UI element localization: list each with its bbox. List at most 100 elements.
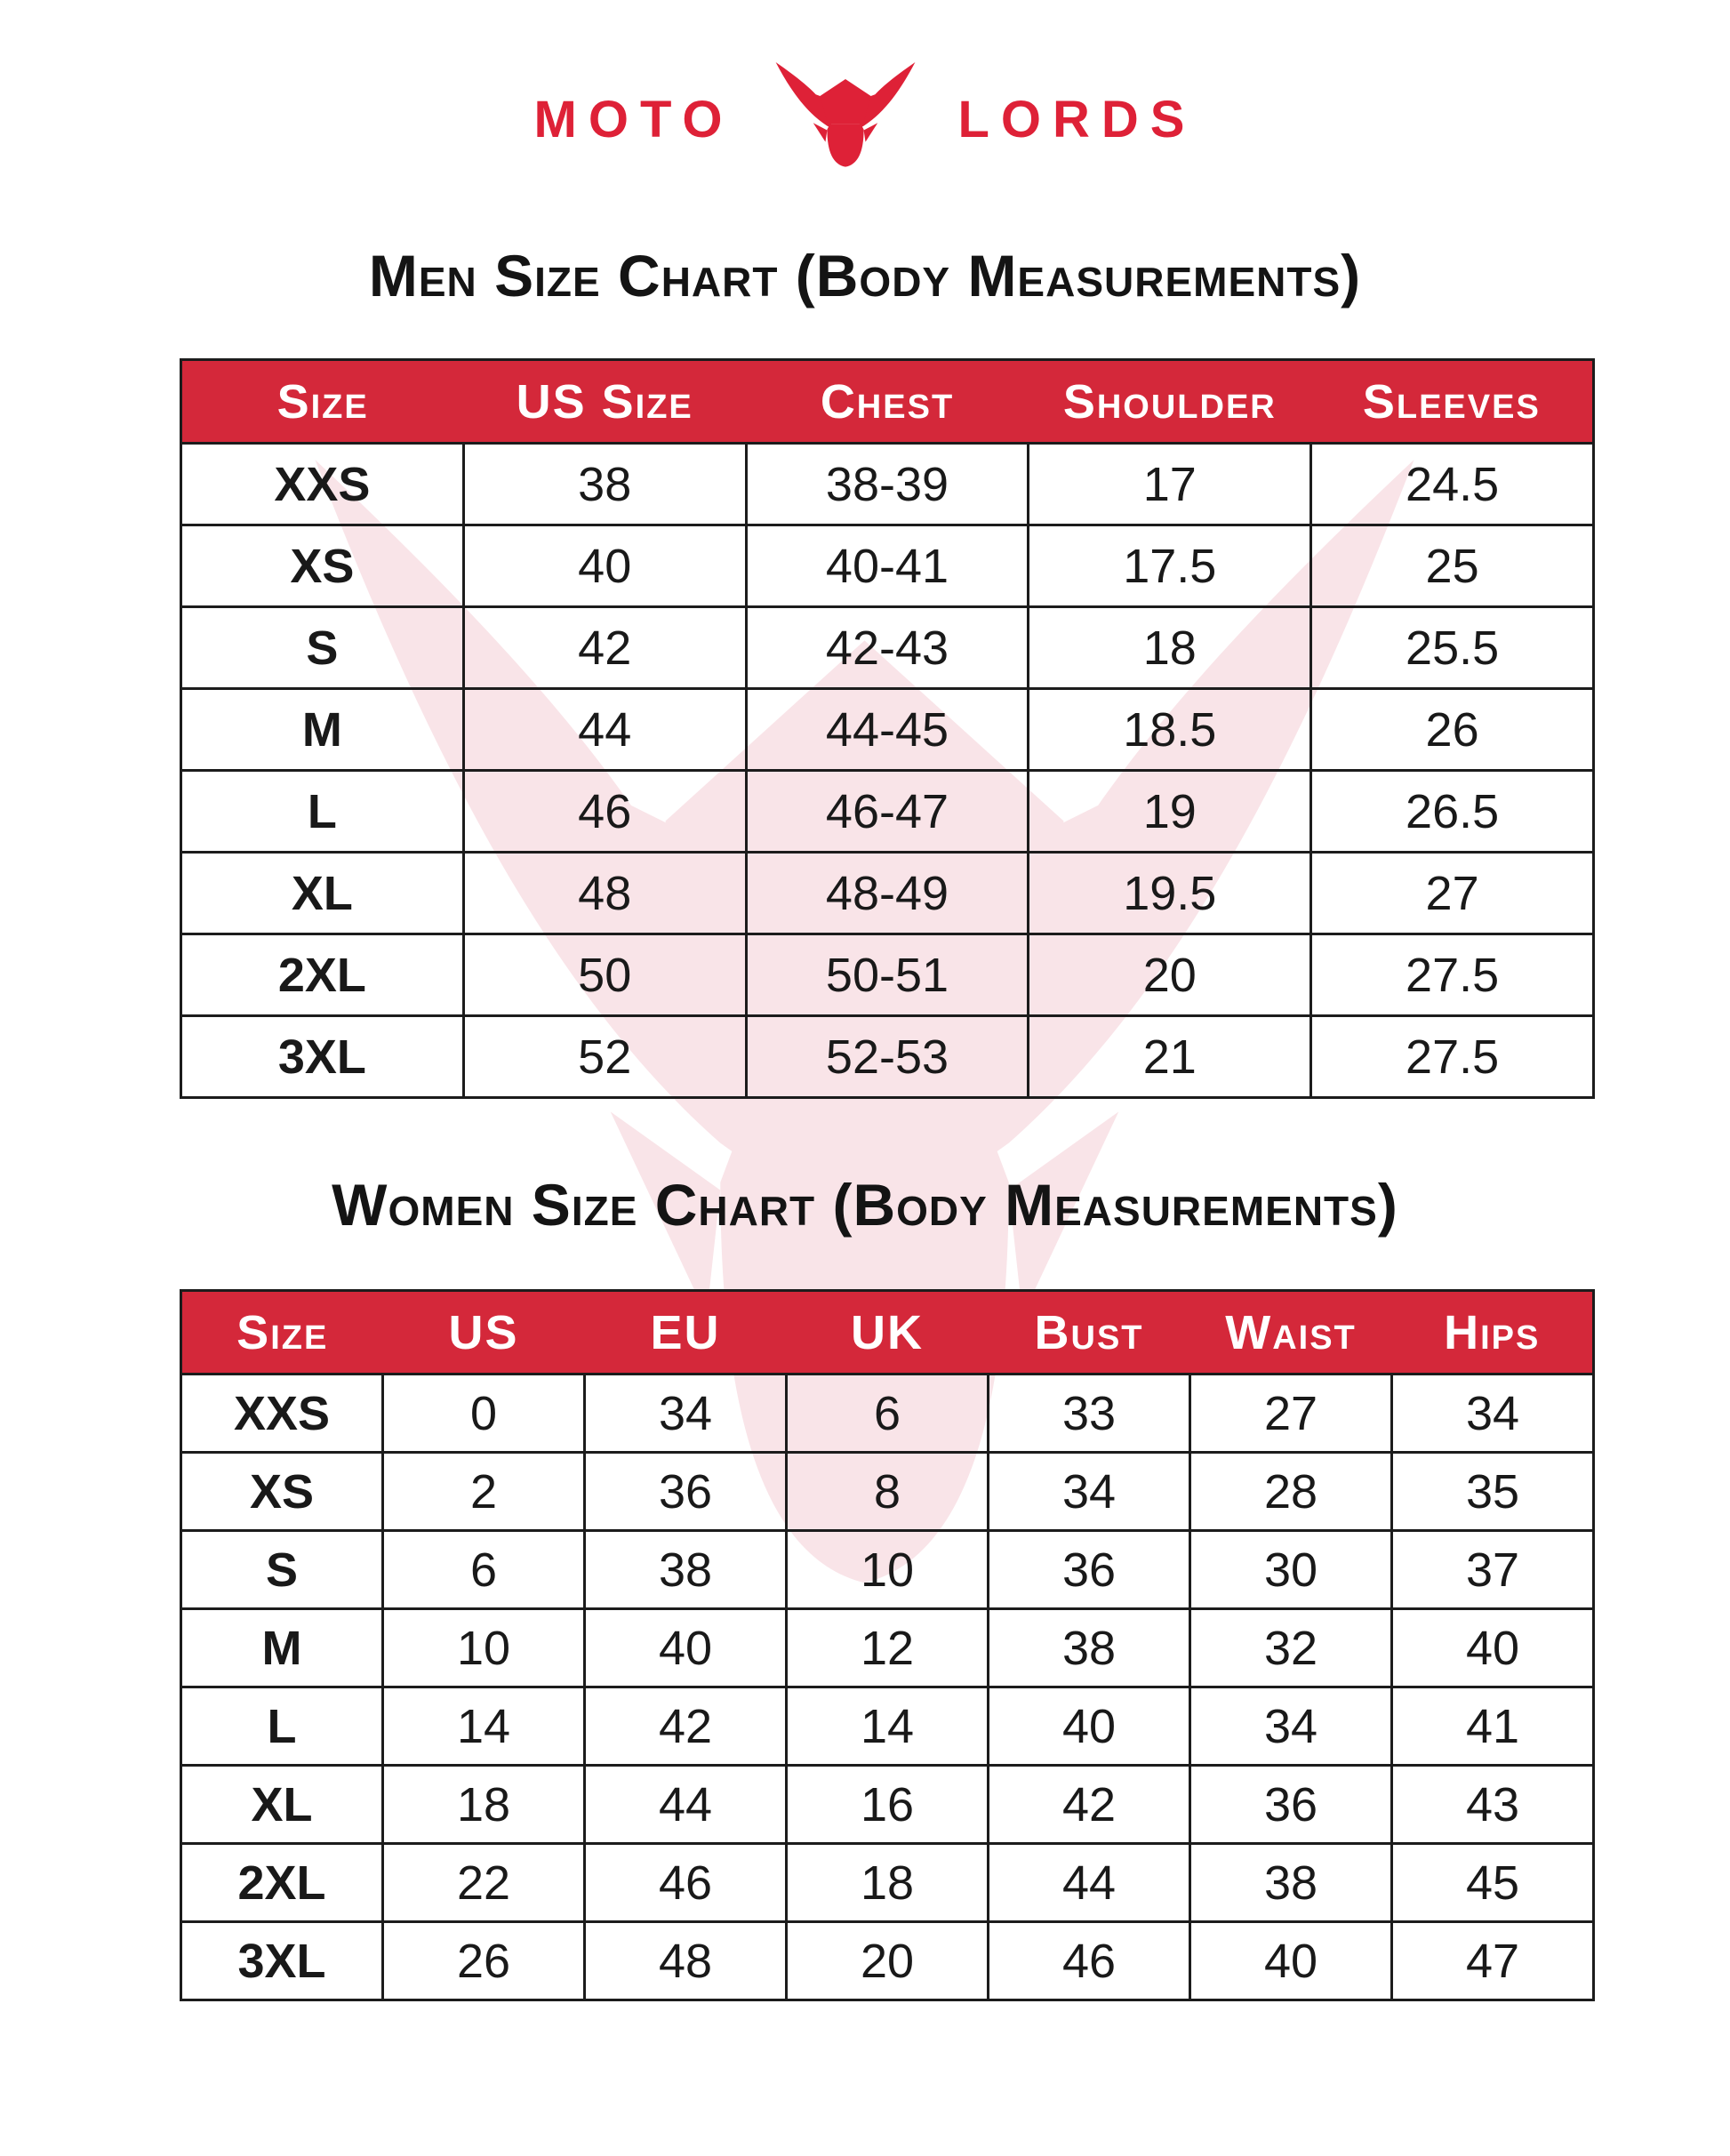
- measurement-cell: 26: [381, 1920, 586, 2001]
- measurement-cell: 50: [461, 933, 748, 1017]
- measurement-cell: 18: [785, 1842, 989, 1923]
- measurement-cell: 33: [987, 1373, 1191, 1454]
- table-row: XS 40 40-41 17.5 25: [180, 524, 1595, 608]
- size-label-cell: L: [180, 1686, 384, 1767]
- column-header-us-size: US Size: [463, 358, 747, 445]
- size-label-cell: XL: [180, 1764, 384, 1845]
- column-header-size: Size: [180, 1289, 383, 1375]
- measurement-cell: 26.5: [1310, 769, 1595, 854]
- size-label-cell: M: [180, 687, 465, 772]
- measurement-cell: 48: [461, 851, 748, 935]
- measurement-cell: 18.5: [1027, 687, 1313, 772]
- measurement-cell: 6: [381, 1529, 586, 1610]
- table-row: S 42 42-43 18 25.5: [180, 605, 1595, 690]
- size-label-cell: XS: [180, 1451, 384, 1532]
- measurement-cell: 48-49: [744, 851, 1030, 935]
- measurement-cell: 34: [1189, 1686, 1393, 1767]
- measurement-cell: 38-39: [744, 442, 1030, 526]
- measurement-cell: 10: [785, 1529, 989, 1610]
- column-header-sleeves: Sleeves: [1310, 358, 1595, 445]
- measurement-cell: 14: [785, 1686, 989, 1767]
- column-header-uk: UK: [786, 1289, 989, 1375]
- measurement-cell: 40: [987, 1686, 1191, 1767]
- measurement-cell: 44: [987, 1842, 1191, 1923]
- header-row: Size US Size Chest Shoulder Sleeves: [180, 358, 1595, 445]
- table-row: M 44 44-45 18.5 26: [180, 687, 1595, 772]
- measurement-cell: 38: [987, 1607, 1191, 1688]
- measurement-cell: 25: [1310, 524, 1595, 608]
- column-header-bust: Bust: [988, 1289, 1190, 1375]
- size-label-cell: M: [180, 1607, 384, 1688]
- header-row: Size US EU UK Bust Waist Hips: [180, 1289, 1595, 1375]
- measurement-cell: 10: [381, 1607, 586, 1688]
- measurement-cell: 20: [1027, 933, 1313, 1017]
- table-row: 2XL 50 50-51 20 27.5: [180, 933, 1595, 1017]
- size-label-cell: S: [180, 1529, 384, 1610]
- table-row: XL 48 48-49 19.5 27: [180, 851, 1595, 935]
- measurement-cell: 30: [1189, 1529, 1393, 1610]
- measurement-cell: 19: [1027, 769, 1313, 854]
- measurement-cell: 27: [1310, 851, 1595, 935]
- brand-word-lords: LORDS: [957, 91, 1197, 148]
- measurement-cell: 19.5: [1027, 851, 1313, 935]
- table-row: L 46 46-47 19 26.5: [180, 769, 1595, 854]
- measurement-cell: 41: [1390, 1686, 1595, 1767]
- size-label-cell: 2XL: [180, 1842, 384, 1923]
- table-row: XXS 38 38-39 17 24.5: [180, 442, 1595, 526]
- measurement-cell: 26: [1310, 687, 1595, 772]
- measurement-cell: 34: [987, 1451, 1191, 1532]
- size-label-cell: 3XL: [180, 1014, 465, 1099]
- measurement-cell: 48: [583, 1920, 788, 2001]
- measurement-cell: 40: [1189, 1920, 1393, 2001]
- measurement-cell: 17: [1027, 442, 1313, 526]
- measurement-cell: 18: [381, 1764, 586, 1845]
- column-header-shoulder: Shoulder: [1028, 358, 1311, 445]
- measurement-cell: 38: [583, 1529, 788, 1610]
- size-label-cell: XS: [180, 524, 465, 608]
- measurement-cell: 8: [785, 1451, 989, 1532]
- measurement-cell: 20: [785, 1920, 989, 2001]
- measurement-cell: 50-51: [744, 933, 1030, 1017]
- column-header-chest: Chest: [746, 358, 1029, 445]
- men-table-body: XXS 38 38-39 17 24.5 XS 40 40-41 17.5 25 S 42 42-43 1…: [180, 442, 1595, 1099]
- men-size-table: Size US Size Chest Shoulder Sleeves XXS 3…: [180, 358, 1595, 1099]
- measurement-cell: 22: [381, 1842, 586, 1923]
- measurement-cell: 24.5: [1310, 442, 1595, 526]
- table-row: S 6 38 10 36 30 37: [180, 1529, 1595, 1610]
- measurement-cell: 28: [1189, 1451, 1393, 1532]
- table-row: XS 2 36 8 34 28 35: [180, 1451, 1595, 1532]
- measurement-cell: 42: [987, 1764, 1191, 1845]
- measurement-cell: 38: [461, 442, 748, 526]
- measurement-cell: 38: [1189, 1842, 1393, 1923]
- measurement-cell: 46: [583, 1842, 788, 1923]
- measurement-cell: 16: [785, 1764, 989, 1845]
- measurement-cell: 42: [461, 605, 748, 690]
- size-label-cell: 2XL: [180, 933, 465, 1017]
- table-row: 3XL 52 52-53 21 27.5: [180, 1014, 1595, 1099]
- measurement-cell: 40: [583, 1607, 788, 1688]
- column-header-hips: Hips: [1391, 1289, 1595, 1375]
- measurement-cell: 36: [987, 1529, 1191, 1610]
- table-row: 2XL 22 46 18 44 38 45: [180, 1842, 1595, 1923]
- column-header-us: US: [382, 1289, 585, 1375]
- measurement-cell: 36: [1189, 1764, 1393, 1845]
- women-table-body: XXS 0 34 6 33 27 34 XS 2 36 8 34 28 35 S 6 38 10 36 30 37 M 10…: [180, 1373, 1595, 2001]
- measurement-cell: 34: [583, 1373, 788, 1454]
- measurement-cell: 45: [1390, 1842, 1595, 1923]
- measurement-cell: 40: [1390, 1607, 1595, 1688]
- size-label-cell: XXS: [180, 442, 465, 526]
- measurement-cell: 18: [1027, 605, 1313, 690]
- measurement-cell: 27: [1189, 1373, 1393, 1454]
- measurement-cell: 14: [381, 1686, 586, 1767]
- brand-logo: MOTO LORDS: [0, 44, 1730, 196]
- measurement-cell: 17.5: [1027, 524, 1313, 608]
- measurement-cell: 44: [583, 1764, 788, 1845]
- measurement-cell: 12: [785, 1607, 989, 1688]
- measurement-cell: 21: [1027, 1014, 1313, 1099]
- table-row: L 14 42 14 40 34 41: [180, 1686, 1595, 1767]
- size-label-cell: L: [180, 769, 465, 854]
- measurement-cell: 37: [1390, 1529, 1595, 1610]
- table-row: XL 18 44 16 42 36 43: [180, 1764, 1595, 1845]
- measurement-cell: 42: [583, 1686, 788, 1767]
- table-row: M 10 40 12 38 32 40: [180, 1607, 1595, 1688]
